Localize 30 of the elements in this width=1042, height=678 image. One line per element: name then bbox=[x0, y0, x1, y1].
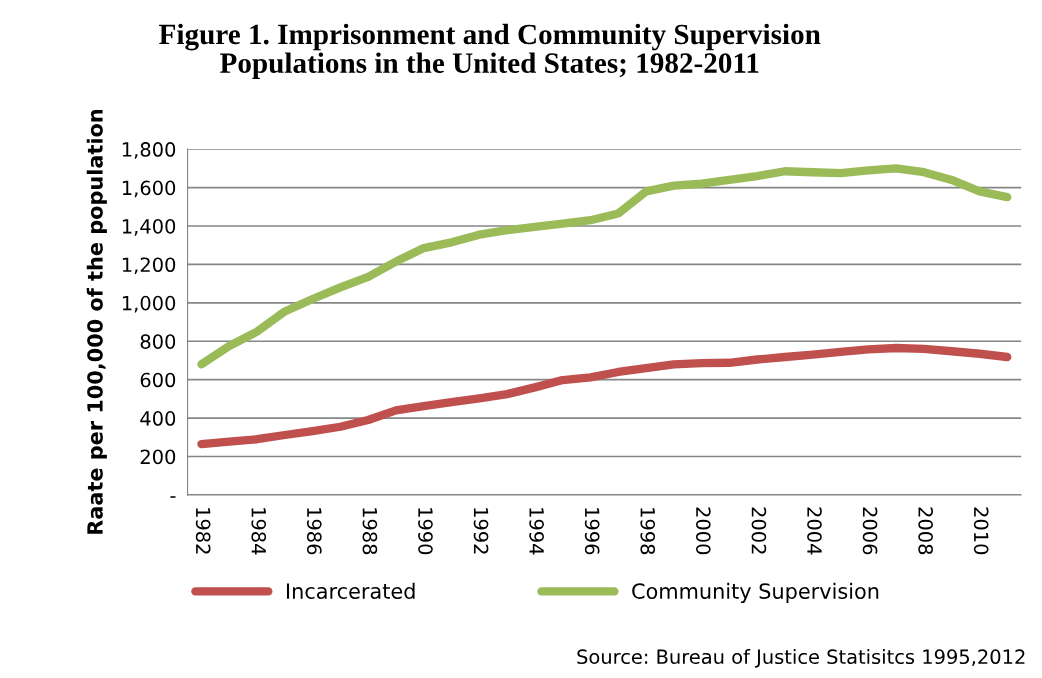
x-tick-label: 2008 bbox=[918, 507, 933, 555]
x-tick-label: 2010 bbox=[973, 507, 989, 555]
x-tick-label: 1988 bbox=[362, 508, 378, 555]
y-tick-label: - bbox=[170, 496, 176, 498]
x-tick-label: 1994 bbox=[529, 508, 544, 555]
y-tick-label: 800 bbox=[140, 334, 176, 349]
x-tick-label: 1996 bbox=[584, 508, 600, 555]
y-tick-label: 1,800 bbox=[122, 142, 176, 159]
x-tick-label: 1982 bbox=[195, 508, 211, 554]
x-tick-label: 2000 bbox=[695, 507, 711, 555]
x-tick-label: 2002 bbox=[751, 507, 767, 554]
x-tick-label: 2006 bbox=[862, 507, 878, 555]
chart-title: Figure 1. Imprisonment and Community Supervision Populations in the United States; 1982-2011 bbox=[159, 23, 821, 79]
y-tick-label: 1,600 bbox=[122, 180, 176, 198]
y-tick-label: 200 bbox=[140, 449, 176, 465]
x-tick-label: 2004 bbox=[807, 507, 822, 555]
y-tick-label: 400 bbox=[140, 411, 176, 426]
y-axis-title: Raate per 100,000 of the population bbox=[86, 109, 107, 534]
y-tick-label: 1,200 bbox=[122, 257, 176, 275]
y-tick-label: 600 bbox=[140, 372, 176, 388]
x-tick-label: 1984 bbox=[251, 508, 267, 555]
y-tick-label: 1,400 bbox=[122, 218, 176, 236]
source-note: Source: Bureau of Justice Statisitcs 1995,2012 bbox=[577, 649, 1025, 668]
legend-label: Community Supervision bbox=[632, 582, 879, 604]
x-tick-label: 1992 bbox=[473, 508, 489, 554]
x-tick-label: 1990 bbox=[418, 508, 433, 555]
y-tick-label: 1,000 bbox=[122, 295, 176, 313]
x-tick-label: 1998 bbox=[640, 508, 656, 555]
x-tick-label: 1986 bbox=[306, 508, 322, 555]
legend-label: Incarcerated bbox=[287, 582, 415, 599]
